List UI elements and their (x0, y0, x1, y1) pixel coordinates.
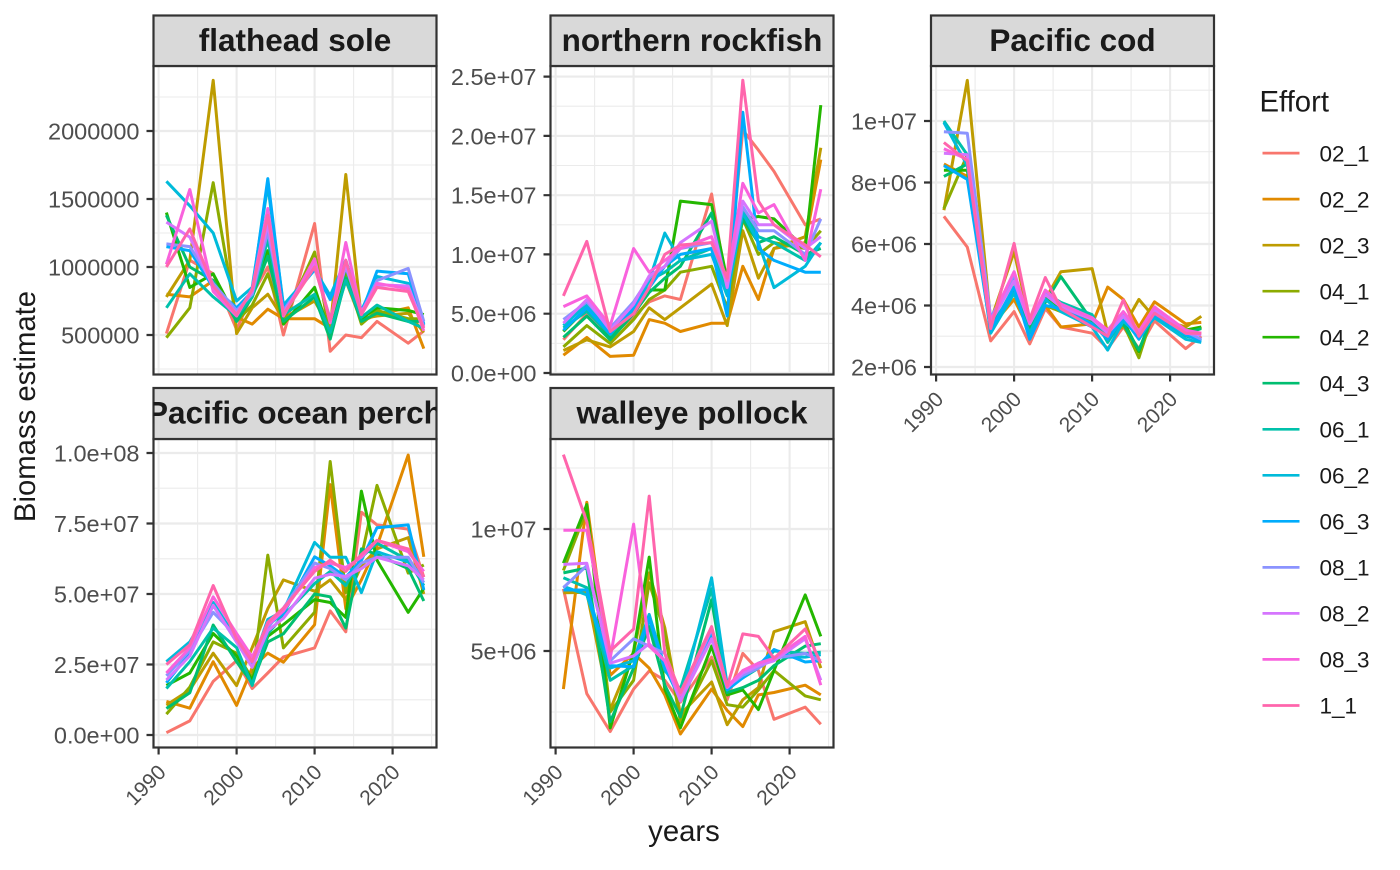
svg-text:Biomass estimate: Biomass estimate (9, 291, 42, 522)
svg-text:1e+07: 1e+07 (851, 108, 917, 134)
svg-text:1.5e+07: 1.5e+07 (451, 183, 537, 209)
svg-text:04_1: 04_1 (1320, 279, 1370, 304)
svg-text:02_1: 02_1 (1320, 141, 1370, 166)
svg-text:4e+06: 4e+06 (851, 293, 917, 319)
svg-text:0.0e+00: 0.0e+00 (54, 722, 140, 748)
svg-text:Pacific cod: Pacific cod (989, 22, 1155, 58)
svg-text:08_2: 08_2 (1320, 602, 1370, 627)
svg-text:04_3: 04_3 (1320, 371, 1370, 396)
svg-text:08_3: 08_3 (1320, 648, 1370, 673)
svg-text:2.5e+07: 2.5e+07 (54, 652, 140, 678)
svg-text:06_3: 06_3 (1320, 510, 1370, 535)
svg-text:flathead sole: flathead sole (199, 22, 392, 58)
svg-text:Effort: Effort (1260, 86, 1329, 119)
svg-text:1e+07: 1e+07 (470, 516, 536, 542)
svg-text:1000000: 1000000 (48, 254, 140, 280)
svg-text:walleye pollock: walleye pollock (575, 395, 808, 431)
svg-text:1.0e+07: 1.0e+07 (451, 242, 537, 268)
svg-text:04_2: 04_2 (1320, 325, 1370, 350)
svg-text:2e+06: 2e+06 (851, 354, 917, 380)
svg-text:08_1: 08_1 (1320, 556, 1370, 581)
svg-text:northern rockfish: northern rockfish (562, 22, 823, 58)
svg-text:02_2: 02_2 (1320, 187, 1370, 212)
svg-text:7.5e+07: 7.5e+07 (54, 511, 140, 537)
svg-text:8e+06: 8e+06 (851, 170, 917, 196)
svg-text:1.0e+08: 1.0e+08 (54, 440, 140, 466)
svg-text:5e+06: 5e+06 (470, 638, 536, 664)
svg-text:Pacific ocean perch: Pacific ocean perch (147, 395, 443, 431)
svg-text:02_3: 02_3 (1320, 233, 1370, 258)
svg-text:2000000: 2000000 (48, 118, 140, 144)
svg-text:6e+06: 6e+06 (851, 231, 917, 257)
svg-text:500000: 500000 (61, 322, 139, 348)
svg-text:0.0e+00: 0.0e+00 (451, 360, 537, 386)
svg-text:5.0e+06: 5.0e+06 (451, 301, 537, 327)
svg-text:2.0e+07: 2.0e+07 (451, 123, 537, 149)
svg-text:06_1: 06_1 (1320, 418, 1370, 443)
svg-text:5.0e+07: 5.0e+07 (54, 581, 140, 607)
svg-text:1500000: 1500000 (48, 186, 140, 212)
svg-text:years: years (648, 815, 720, 848)
svg-text:1_1: 1_1 (1320, 694, 1358, 719)
svg-text:06_2: 06_2 (1320, 464, 1370, 489)
svg-text:2.5e+07: 2.5e+07 (451, 64, 537, 90)
